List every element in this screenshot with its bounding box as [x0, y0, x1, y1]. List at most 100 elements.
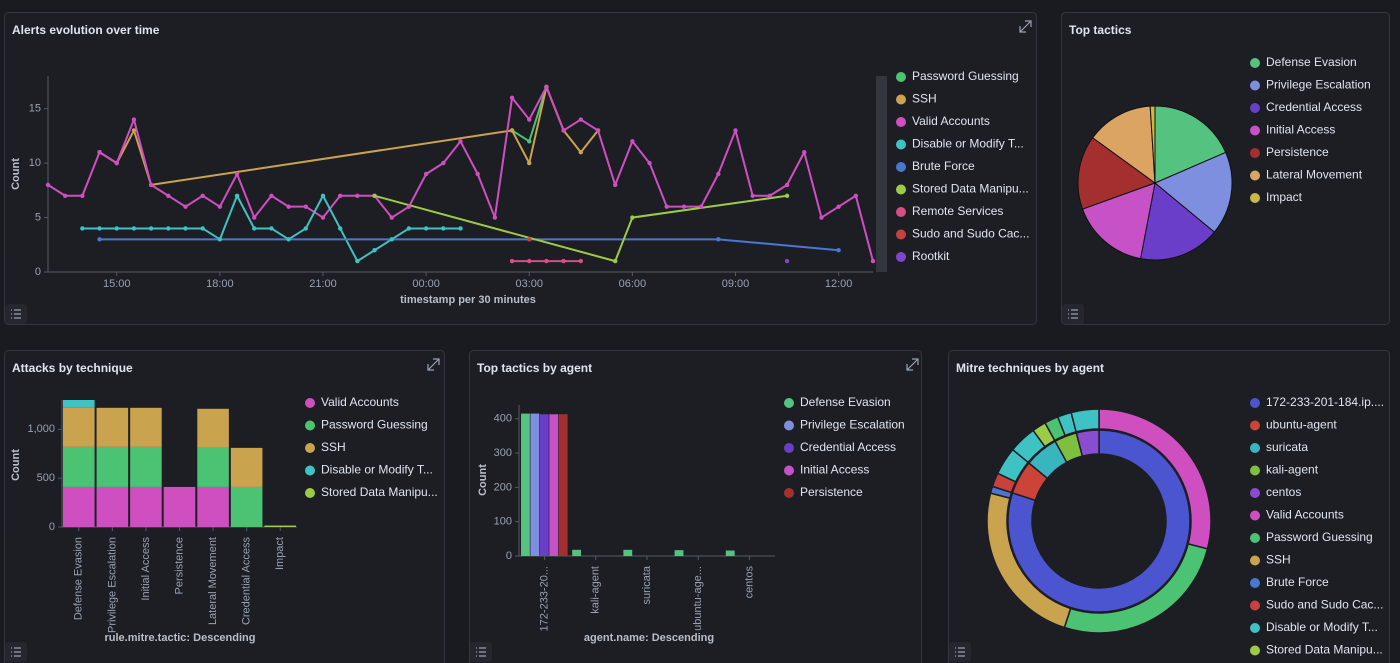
- legend-toggle[interactable]: [949, 642, 971, 662]
- point: [544, 84, 549, 90]
- y-tick-label: 0: [506, 550, 512, 562]
- line-segment: [838, 194, 857, 208]
- bar: [725, 550, 735, 556]
- pie-slice: [1139, 182, 1216, 261]
- y-tick-label: 400: [494, 413, 512, 425]
- point: [441, 226, 446, 231]
- point: [355, 193, 360, 198]
- legend-swatch: [784, 420, 794, 431]
- x-tick-label: suricata: [641, 565, 653, 604]
- panel-title: Mitre techniques by agent: [956, 361, 1104, 375]
- legend-swatch: [896, 207, 906, 217]
- x-tick-label: 06:00: [619, 278, 647, 290]
- point: [131, 128, 137, 133]
- point: [716, 171, 721, 177]
- panel: [469, 350, 922, 663]
- x-tick-label: 18:00: [206, 278, 234, 290]
- legend-label: Valid Accounts: [912, 114, 990, 128]
- line-segment: [339, 227, 359, 262]
- legend-swatch: [784, 443, 794, 453]
- x-tick-label: 09:00: [722, 278, 750, 290]
- line-segment: [511, 97, 531, 121]
- bar: [558, 414, 568, 556]
- bar-segment: [197, 447, 229, 487]
- legend-swatch: [1250, 443, 1260, 453]
- bar-segment: [163, 486, 196, 527]
- line-segment: [150, 129, 513, 186]
- point: [97, 150, 102, 155]
- line-segment: [202, 194, 221, 208]
- line-segment: [493, 97, 514, 218]
- point: [234, 193, 240, 198]
- line-segment: [253, 195, 273, 219]
- point: [630, 139, 635, 144]
- legend-swatch: [1250, 533, 1260, 543]
- line-segment: [270, 227, 290, 241]
- pie-slice: [1154, 105, 1227, 184]
- legend-toggle[interactable]: [5, 642, 27, 662]
- legend-swatch: [305, 420, 315, 431]
- legend-label: Privilege Escalation: [1266, 78, 1371, 92]
- point: [716, 237, 721, 242]
- legend-label: suricata: [1266, 440, 1308, 454]
- legend-label: Disable or Modify T...: [912, 137, 1024, 151]
- legend-label: Persistence: [800, 485, 863, 499]
- point: [114, 226, 119, 231]
- point: [337, 193, 343, 198]
- point: [630, 215, 635, 220]
- point: [612, 182, 618, 188]
- legend-label: SSH: [1266, 553, 1291, 567]
- legend-swatch: [1250, 488, 1260, 498]
- point: [62, 193, 68, 198]
- point: [750, 193, 755, 198]
- point: [423, 171, 429, 177]
- legend-label: Credential Access: [1266, 100, 1362, 114]
- line-segment: [528, 86, 548, 121]
- legend-swatch: [1250, 420, 1260, 431]
- legend-swatch: [896, 72, 906, 82]
- point: [217, 204, 223, 209]
- legend-swatch: [1250, 578, 1260, 588]
- legend-toggle[interactable]: [1062, 304, 1084, 324]
- line-segment: [184, 194, 204, 208]
- x-tick-label: Persistence: [173, 537, 185, 594]
- legend-toggle[interactable]: [470, 642, 492, 662]
- bar: [674, 550, 684, 556]
- line-segment: [631, 140, 651, 164]
- bar-segment: [264, 525, 296, 527]
- point: [423, 226, 429, 231]
- point: [853, 193, 859, 198]
- line-segment: [425, 162, 444, 175]
- point: [303, 204, 309, 209]
- expand-button[interactable]: [1019, 20, 1032, 33]
- point: [183, 226, 188, 231]
- line-segment: [597, 130, 617, 186]
- expand-button[interactable]: [427, 358, 440, 371]
- bar-segment: [63, 486, 95, 527]
- legend-label: ubuntu-agent: [1266, 418, 1337, 432]
- line-segment: [562, 129, 582, 153]
- bar-segment: [96, 446, 129, 487]
- legend-swatch: [1250, 125, 1260, 136]
- bar-segment: [130, 446, 162, 487]
- legend-label: Password Guessing: [1266, 530, 1373, 544]
- legend-toggle[interactable]: [5, 304, 27, 324]
- point: [217, 237, 223, 242]
- y-tick-label: 5: [35, 211, 41, 223]
- panel-title: Attacks by technique: [12, 361, 133, 375]
- point: [458, 226, 463, 231]
- point: [166, 226, 171, 231]
- point: [131, 226, 137, 231]
- x-tick-label: 03:00: [515, 278, 543, 290]
- y-tick-label: 300: [494, 447, 512, 459]
- legend-label: Password Guessing: [912, 69, 1019, 83]
- legend-swatch: [784, 398, 794, 408]
- legend-label: SSH: [912, 92, 937, 106]
- point: [836, 204, 841, 209]
- point: [527, 237, 532, 242]
- expand-button[interactable]: [906, 358, 919, 371]
- point: [509, 258, 515, 264]
- line-segment: [202, 227, 221, 241]
- x-tick-label: Privilege Escalation: [106, 537, 118, 633]
